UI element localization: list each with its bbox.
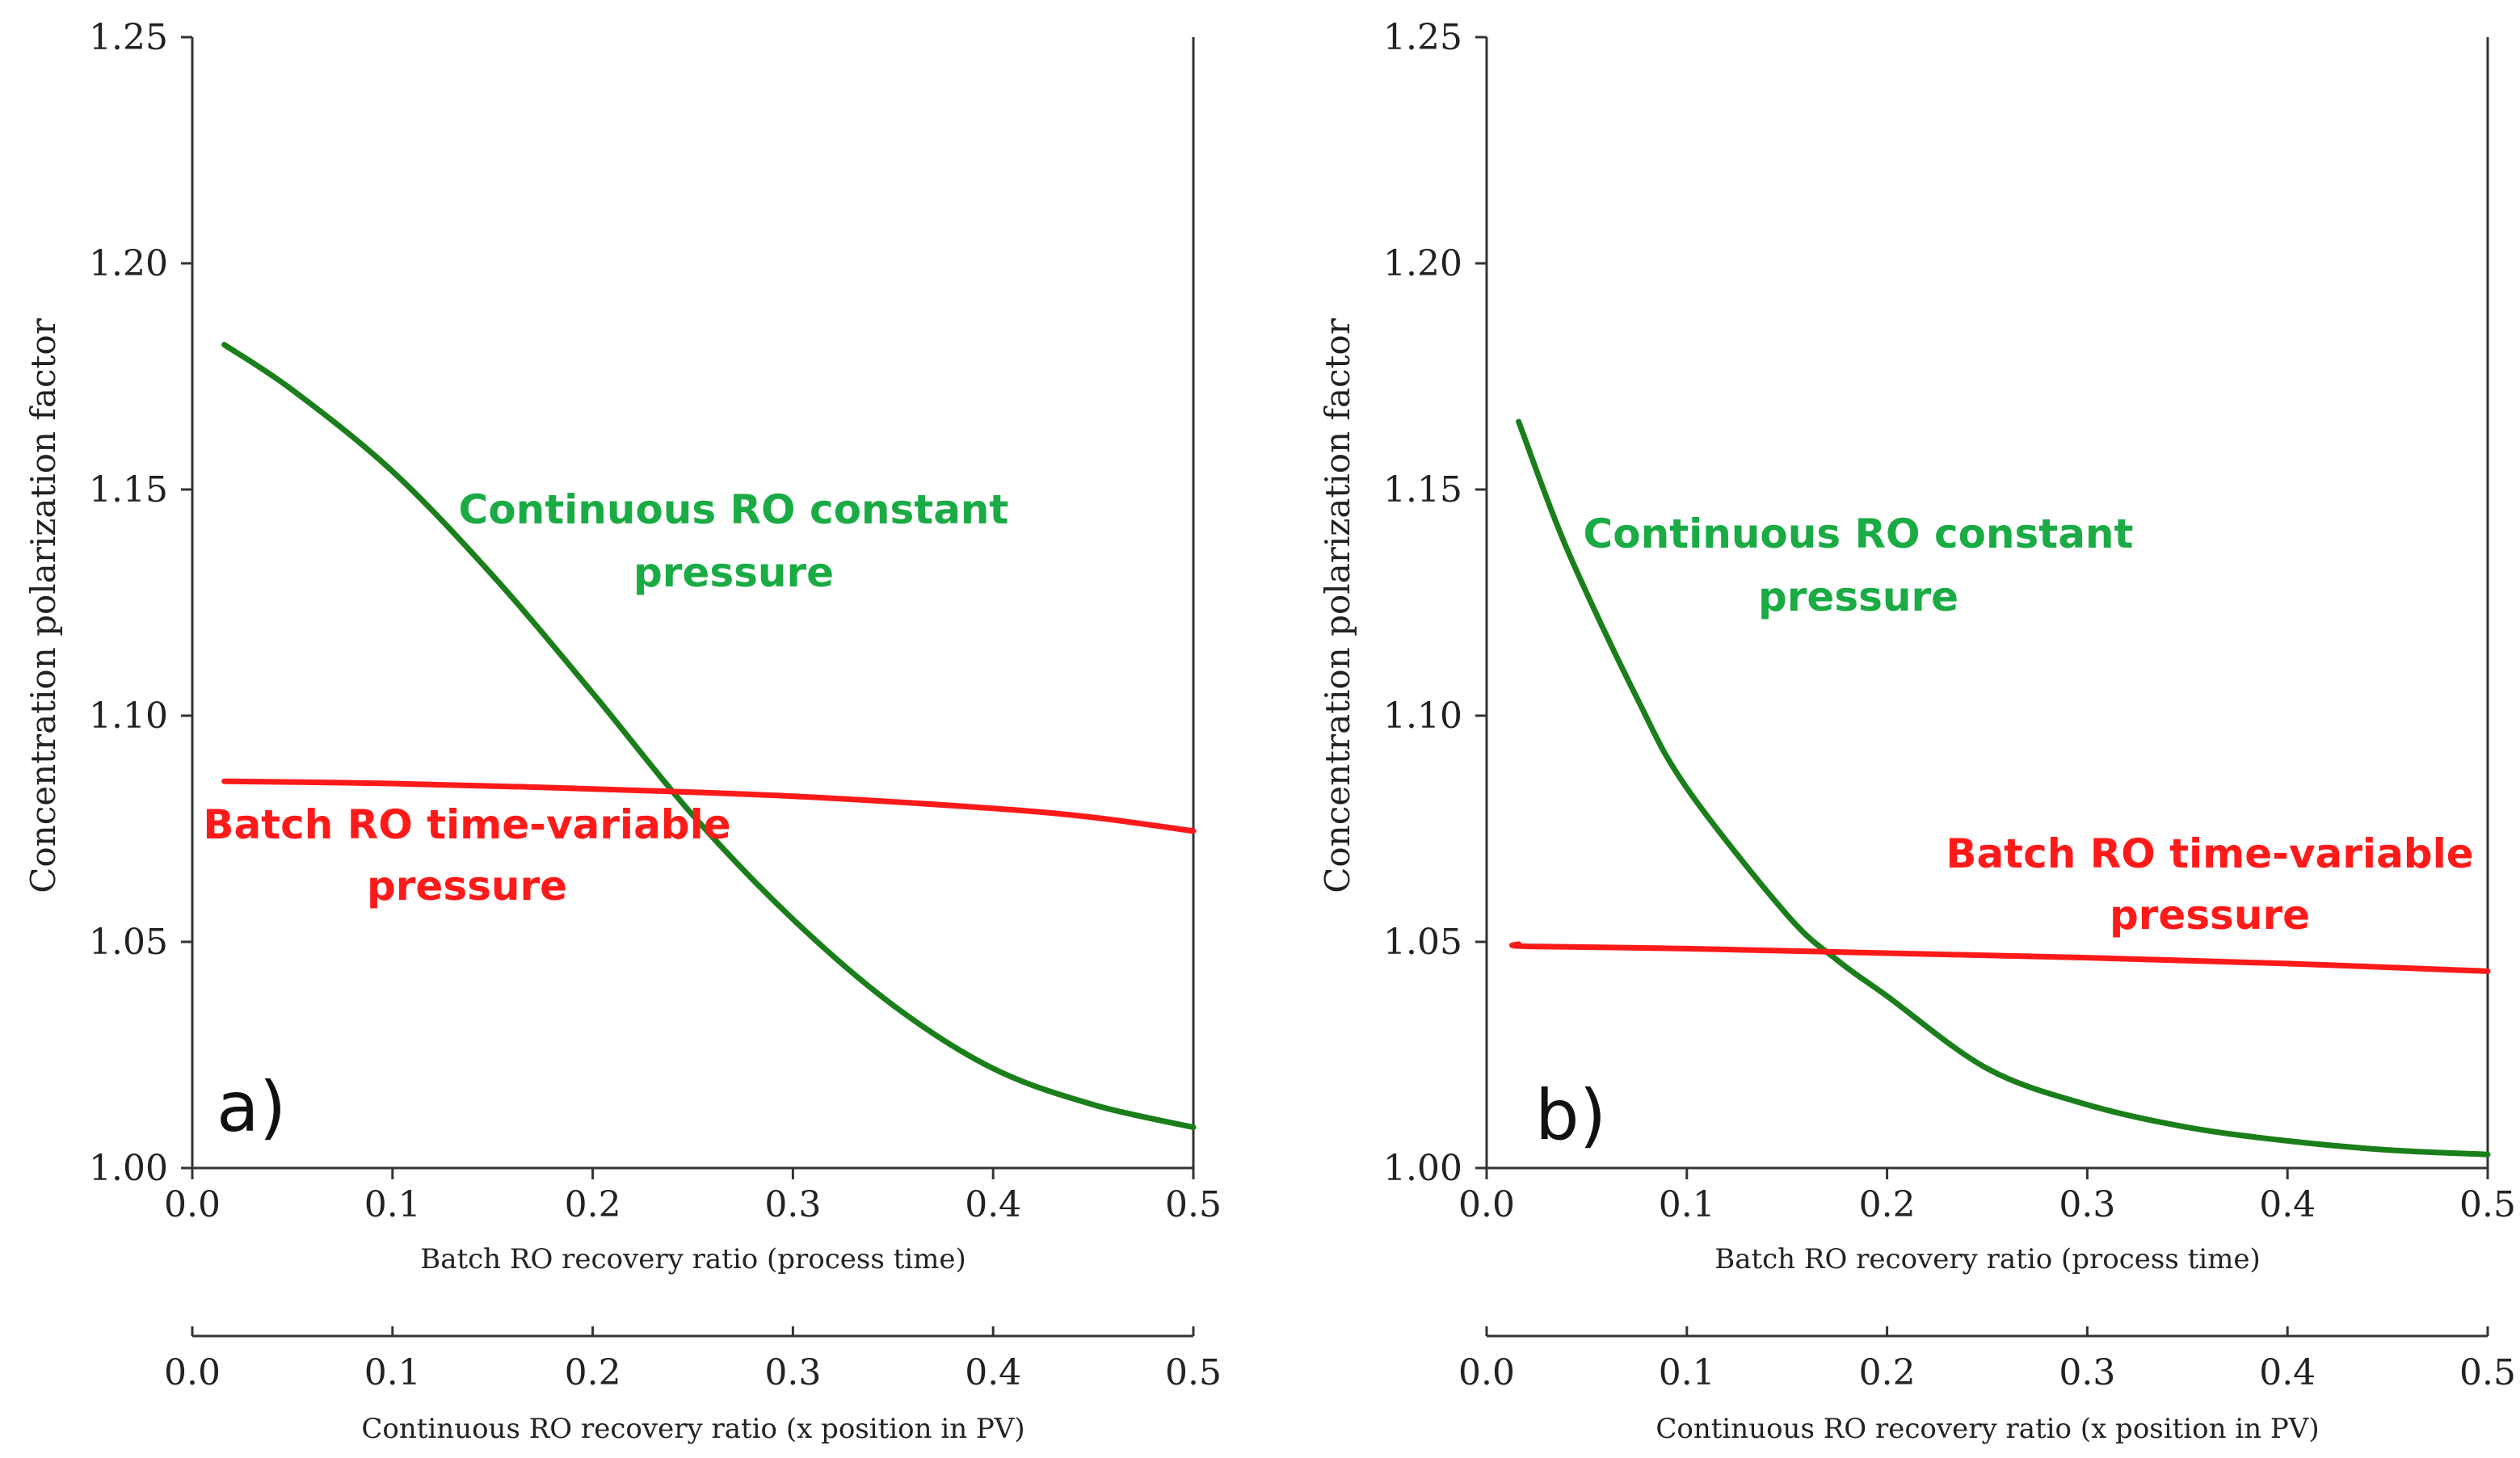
x-tick-label-b: 0.0 xyxy=(1458,1184,1515,1225)
batch-annotation-line2-a: pressure xyxy=(367,863,567,910)
batch-ro-line-b xyxy=(1509,941,2491,974)
x-tick-label-b: 0.5 xyxy=(2459,1184,2516,1225)
y-ticks-a: 1.00 1.05 1.10 1.15 1.20 1.25 xyxy=(89,17,192,1189)
x-tick-label-b: 0.2 xyxy=(1859,1184,1916,1225)
secondary-x-tick-label-b: 0.2 xyxy=(1859,1352,1916,1393)
continuous-ro-line-b xyxy=(1516,418,2491,1158)
panel-tag-b: b) xyxy=(1535,1075,1606,1156)
x-tick-label-a: 0.0 xyxy=(164,1184,221,1225)
series-layer-b xyxy=(1509,418,2491,1158)
secondary-x-tick-label-b: 0.5 xyxy=(2459,1352,2516,1393)
x-tick-label-b: 0.4 xyxy=(2259,1184,2316,1225)
y-tick-label-a: 1.15 xyxy=(89,469,168,511)
continuous-annotation-line1-b: Continuous RO constant xyxy=(1584,511,2134,557)
y-tick-label-b: 1.10 xyxy=(1383,695,1462,737)
plot-frame-b xyxy=(1485,37,2489,1338)
y-tick-label-a: 1.20 xyxy=(89,243,168,284)
continuous-annotation-line2-b: pressure xyxy=(1758,574,1958,620)
x-tick-label-a: 0.1 xyxy=(364,1184,421,1225)
batch-annotation-line1-b: Batch RO time-variable xyxy=(1946,830,2473,877)
y-axis-title-a: Concentration polarization factor xyxy=(23,317,63,893)
secondary-x-tick-label-a: 0.1 xyxy=(364,1352,421,1393)
secondary-x-axis-title-a: Continuous RO recovery ratio (x position… xyxy=(361,1413,1024,1445)
y-tick-label-a: 1.00 xyxy=(89,1148,168,1189)
x-tick-label-b: 0.3 xyxy=(2059,1184,2115,1225)
secondary-x-ticks-a: 0.0 0.1 0.2 0.3 0.4 0.5 xyxy=(164,1326,1222,1393)
x-axis-title-a: Batch RO recovery ratio (process time) xyxy=(420,1243,966,1275)
batch-annotation-line1-a: Batch RO time-variable xyxy=(203,801,730,848)
y-tick-label-a: 1.05 xyxy=(89,922,168,963)
x-axis-title-b: Batch RO recovery ratio (process time) xyxy=(1714,1243,2261,1275)
continuous-ro-line-a xyxy=(221,342,1197,1131)
y-tick-label-b: 1.00 xyxy=(1383,1148,1462,1189)
continuous-annotation-line2-a: pressure xyxy=(633,549,834,596)
y-ticks-b: 1.00 1.05 1.10 1.15 1.20 1.25 xyxy=(1383,17,1487,1189)
secondary-x-tick-label-b: 0.1 xyxy=(1659,1352,1715,1393)
x-tick-label-a: 0.5 xyxy=(1165,1184,1222,1225)
x-tick-label-a: 0.4 xyxy=(965,1184,1021,1225)
secondary-x-tick-label-a: 0.4 xyxy=(965,1352,1021,1393)
y-axis-title-b: Concentration polarization factor xyxy=(1318,317,1357,893)
batch-ro-line-a xyxy=(221,778,1197,834)
panel-tag-a: a) xyxy=(217,1067,286,1148)
secondary-x-tick-label-a: 0.3 xyxy=(764,1352,821,1393)
secondary-x-tick-label-a: 0.2 xyxy=(565,1352,621,1393)
secondary-x-tick-label-a: 0.0 xyxy=(164,1352,221,1393)
secondary-x-ticks-b: 0.0 0.1 0.2 0.3 0.4 0.5 xyxy=(1458,1326,2516,1393)
secondary-x-tick-label-b: 0.4 xyxy=(2259,1352,2316,1393)
panel-b: 1.00 1.05 1.10 1.15 1.20 1.25 0.0 0.1 0.2 0.3 0.4… xyxy=(1318,17,2516,1445)
y-tick-label-b: 1.05 xyxy=(1383,922,1462,963)
y-tick-label-b: 1.25 xyxy=(1383,17,1462,58)
y-tick-label-b: 1.20 xyxy=(1383,243,1462,284)
secondary-x-axis-title-b: Continuous RO recovery ratio (x position… xyxy=(1655,1413,2319,1445)
x-tick-label-b: 0.1 xyxy=(1659,1184,1715,1225)
y-tick-label-a: 1.25 xyxy=(89,17,168,58)
x-ticks-b: 0.0 0.1 0.2 0.3 0.4 0.5 xyxy=(1458,1168,2516,1225)
x-ticks-a: 0.0 0.1 0.2 0.3 0.4 0.5 xyxy=(164,1168,1222,1225)
y-tick-label-b: 1.15 xyxy=(1383,469,1462,511)
series-layer-a xyxy=(221,342,1197,1131)
continuous-annotation-line1-a: Continuous RO constant xyxy=(459,486,1009,533)
batch-annotation-line2-b: pressure xyxy=(2110,892,2310,939)
x-tick-label-a: 0.3 xyxy=(764,1184,821,1225)
secondary-x-tick-label-b: 0.0 xyxy=(1458,1352,1515,1393)
plot-frame-a xyxy=(191,37,1195,1338)
y-tick-label-a: 1.10 xyxy=(89,695,168,737)
x-tick-label-a: 0.2 xyxy=(565,1184,621,1225)
secondary-x-tick-label-a: 0.5 xyxy=(1165,1352,1222,1393)
secondary-x-tick-label-b: 0.3 xyxy=(2059,1352,2115,1393)
panel-a: 1.00 1.05 1.10 1.15 1.20 1.25 0.0 0.1 0.2 0.3 0.4… xyxy=(23,17,1222,1445)
